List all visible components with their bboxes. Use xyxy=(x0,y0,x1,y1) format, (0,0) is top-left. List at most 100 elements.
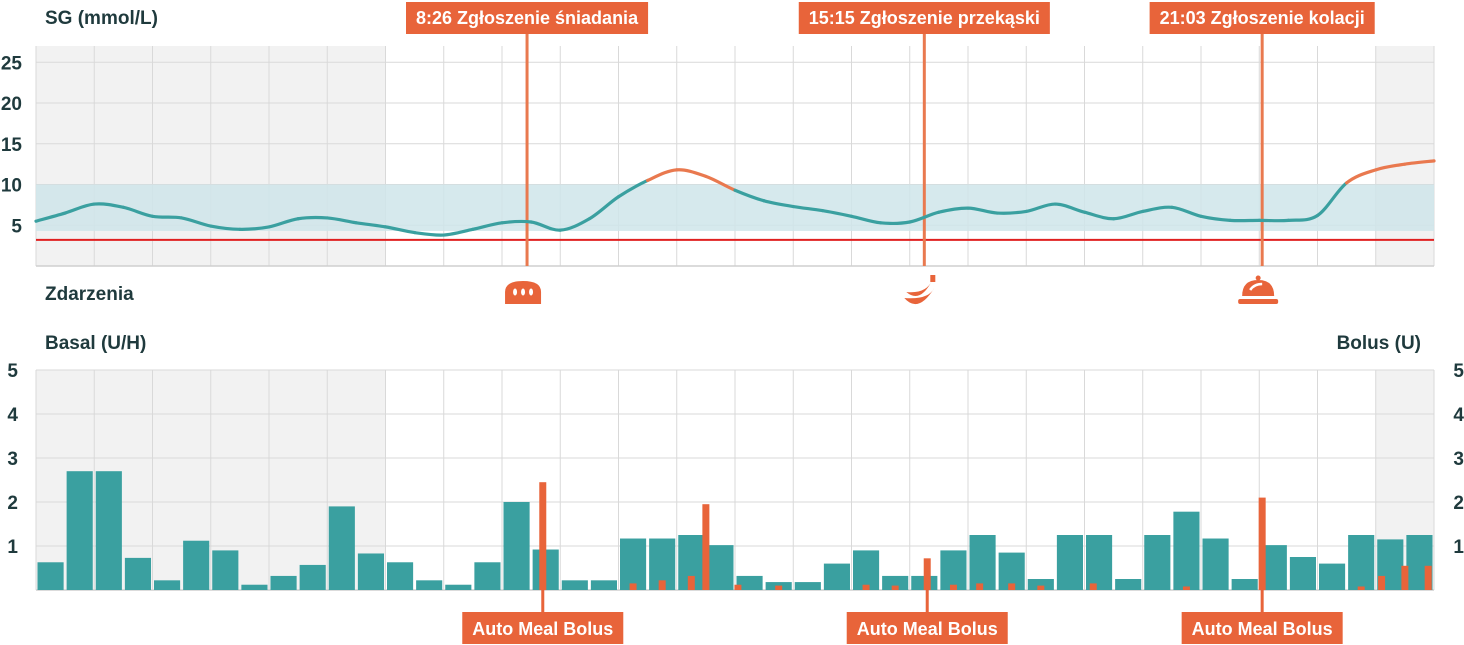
basal-bars xyxy=(37,471,1433,590)
sg-curve-segment xyxy=(820,208,854,218)
bolus-bar xyxy=(976,583,984,590)
sg-curve-segment xyxy=(558,217,591,232)
bolus-bar xyxy=(539,482,547,590)
sg-curve-segment xyxy=(616,178,650,199)
sg-curve-segment xyxy=(442,227,475,237)
sg-curve-segment xyxy=(1170,205,1203,218)
sg-curve-segment xyxy=(267,217,300,229)
bolus-y-tick-label: 1 xyxy=(1453,537,1464,558)
sg-curve-segment xyxy=(471,221,504,231)
sg-curve-segment xyxy=(238,225,271,231)
basal-bar xyxy=(1231,579,1258,590)
bolus-bar xyxy=(1258,497,1266,590)
basal-bar xyxy=(95,471,122,590)
meal-event-callouts: 8:26 Zgłoszenie śniadania 15:15 Zgłoszeni… xyxy=(406,2,1375,34)
bolus-bar xyxy=(891,585,899,590)
sg-y-ticks: 25 20 15 10 5 xyxy=(1,53,23,237)
insulin-grid xyxy=(35,369,1435,591)
sg-curve-segment xyxy=(296,215,329,221)
bolus-y-tick-label: 3 xyxy=(1453,449,1464,470)
banana-stem xyxy=(930,275,936,282)
bolus-y-tick-label: 2 xyxy=(1453,493,1464,514)
sg-curve-segment xyxy=(150,214,184,220)
sg-curve-segment xyxy=(209,224,242,231)
sg-curve-segment xyxy=(1082,210,1116,221)
basal-bar xyxy=(1056,535,1083,590)
sg-curve-segment xyxy=(34,211,67,223)
auto-meal-bolus-label: Auto Meal Bolus xyxy=(857,619,998,639)
sg-y-tick-label: 10 xyxy=(1,176,22,197)
events-label: Zdarzenia xyxy=(45,284,134,305)
sg-curve-segment xyxy=(966,206,999,215)
sg-curve-segment xyxy=(791,204,824,213)
bolus-bar xyxy=(734,584,742,590)
meal-callout: 15:15 Zgłoszenie przekąski xyxy=(798,2,1050,34)
basal-bar xyxy=(707,545,734,590)
sg-curve-segment xyxy=(180,216,213,228)
sg-curve-segment-high xyxy=(646,168,679,183)
auto-meal-bolus-callout: Auto Meal Bolus xyxy=(1181,590,1343,644)
meal-callout-label: 8:26 Zgłoszenie śniadania xyxy=(416,8,639,28)
basal-bar xyxy=(357,553,384,590)
sg-curve-segment-high xyxy=(704,174,737,192)
basal-axis-label: Basal (U/H) xyxy=(45,333,146,354)
bolus-bar xyxy=(949,584,957,590)
basal-bar xyxy=(794,582,821,590)
sg-y-tick-label: 25 xyxy=(1,53,23,74)
night-shading xyxy=(1375,46,1434,266)
basal-bar xyxy=(328,506,355,590)
basal-bar xyxy=(882,575,909,590)
basal-bar xyxy=(270,575,297,590)
meal-callout-label: 21:03 Zgłoszenie kolacji xyxy=(1160,8,1365,28)
bolus-bar xyxy=(658,580,666,590)
basal-y-tick-label: 5 xyxy=(7,361,18,382)
bolus-bar xyxy=(1182,586,1190,590)
cloche-plate xyxy=(1238,299,1279,304)
sg-curve-segment-high xyxy=(1345,168,1378,185)
bolus-bar xyxy=(1037,585,1045,590)
basal-bar xyxy=(416,580,443,590)
insulin-panel: Basal (U/H) Bolus (U) 5 4 3 2 1 5 4 3 2 1 Auto Me… xyxy=(7,333,1464,644)
sg-curve-segment-high xyxy=(675,168,708,178)
bolus-bars xyxy=(539,482,1432,590)
basal-bar xyxy=(1173,511,1200,590)
sg-curve-segment xyxy=(733,188,766,203)
basal-bar xyxy=(66,471,93,590)
basal-y-tick-label: 4 xyxy=(7,405,18,426)
sg-curve-segment xyxy=(413,230,446,237)
basal-bar xyxy=(823,563,850,590)
basal-bar xyxy=(1027,579,1054,590)
sg-curve-segment xyxy=(879,220,912,226)
basal-bar xyxy=(969,535,996,590)
bolus-bar xyxy=(687,575,695,590)
basal-bar xyxy=(620,538,647,590)
cloche-highlight xyxy=(1249,282,1263,291)
sg-target-band xyxy=(36,184,1434,231)
basal-bar xyxy=(503,502,530,590)
bolus-axis-label: Bolus (U) xyxy=(1337,333,1421,354)
banana-shape xyxy=(906,280,933,296)
meal-callout-box xyxy=(406,2,649,34)
sg-curve xyxy=(34,159,1436,237)
meal-callout: 8:26 Zgłoszenie śniadania xyxy=(406,2,649,34)
meal-callout-label: 15:15 Zgłoszenie przekąski xyxy=(809,8,1040,28)
basal-bar xyxy=(1348,535,1375,590)
basal-bar xyxy=(299,564,326,590)
sg-axis-label: SG (mmol/L) xyxy=(45,8,158,29)
cloche-knob xyxy=(1255,275,1261,281)
event-icons xyxy=(505,275,1279,305)
sg-curve-segment xyxy=(937,206,970,214)
bolus-bar xyxy=(629,583,637,590)
basal-bar xyxy=(736,575,763,590)
sg-curve-segment xyxy=(121,205,155,218)
auto-meal-bolus-callouts: Auto Meal Bolus Auto Meal Bolus Auto Meal … xyxy=(462,590,1343,644)
bread-score xyxy=(521,288,526,296)
meal-callout-box xyxy=(1149,2,1375,34)
sg-curve-segment xyxy=(587,195,621,221)
basal-bar xyxy=(387,562,414,590)
basal-bar xyxy=(212,550,239,590)
basal-bar xyxy=(1289,557,1316,590)
bolus-bar xyxy=(923,558,931,590)
bolus-bar xyxy=(1378,575,1386,590)
insulin-y-ticks: 5 4 3 2 1 5 4 3 2 1 xyxy=(7,361,1464,558)
